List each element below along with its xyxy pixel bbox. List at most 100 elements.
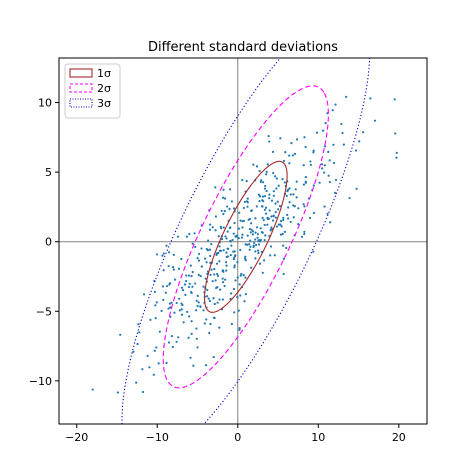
- scatter-point: [302, 164, 305, 167]
- scatter-point: [180, 257, 183, 261]
- scatter-point: [369, 97, 372, 100]
- scatter-point: [303, 230, 306, 233]
- scatter-point: [236, 296, 239, 299]
- scatter-point: [220, 209, 223, 213]
- scatter-point: [185, 279, 188, 283]
- scatter-point: [276, 208, 280, 211]
- scatter-point: [312, 149, 315, 152]
- scatter-point: [321, 167, 324, 170]
- scatter-point: [253, 241, 256, 244]
- scatter-point: [248, 217, 251, 221]
- scatter-point: [230, 292, 233, 295]
- x-tick-label: 20: [392, 431, 406, 444]
- scatter-point: [164, 291, 167, 294]
- scatter-point: [312, 184, 315, 187]
- scatter-point: [255, 165, 259, 168]
- scatter-point: [237, 309, 240, 312]
- scatter-point: [289, 193, 292, 196]
- scatter-point: [264, 212, 268, 215]
- scatter-point: [233, 254, 237, 258]
- scatter-point: [237, 237, 240, 240]
- scatter-point: [257, 193, 261, 196]
- scatter-point: [167, 307, 170, 310]
- scatter-point: [210, 268, 213, 271]
- scatter-point: [264, 206, 268, 209]
- scatter-point: [196, 304, 199, 308]
- scatter-point: [281, 232, 284, 236]
- axes-frame: [58, 57, 428, 425]
- scatter-point: [334, 103, 337, 106]
- scatter-point: [228, 207, 231, 210]
- scatter-point: [224, 278, 227, 281]
- scatter-point: [181, 303, 184, 307]
- scatter-point: [239, 274, 242, 277]
- scatter-point: [196, 294, 199, 297]
- scatter-point: [255, 243, 258, 247]
- scatter-point: [263, 223, 266, 227]
- legend-swatch-3-sigma: [69, 98, 93, 108]
- scatter-point: [200, 265, 204, 268]
- scatter-point: [252, 163, 255, 166]
- scatter-point: [232, 257, 235, 261]
- scatter-point: [184, 293, 187, 296]
- scatter-point: [242, 206, 245, 210]
- scatter-point: [152, 373, 155, 376]
- scatter-point: [233, 266, 236, 269]
- legend-label-2-sigma: 2σ: [97, 82, 111, 95]
- scatter-point: [191, 285, 194, 288]
- scatter-point: [236, 276, 239, 279]
- scatter-point: [266, 163, 269, 166]
- scatter-point: [265, 170, 268, 173]
- scatter-point: [312, 250, 315, 253]
- scatter-point: [239, 219, 242, 222]
- scatter-point: [277, 184, 280, 187]
- scatter-point: [345, 95, 348, 98]
- scatter-point: [287, 217, 290, 220]
- scatter-point: [234, 279, 237, 282]
- scatter-point: [205, 261, 208, 264]
- scatter-point: [262, 200, 265, 203]
- scatter-point: [285, 246, 288, 250]
- scatter-point: [142, 293, 146, 296]
- scatter-point: [332, 143, 335, 146]
- scatter-point: [279, 223, 282, 226]
- scatter-point: [141, 368, 144, 371]
- scatter-point: [259, 238, 263, 242]
- scatter-point: [243, 200, 246, 204]
- legend-swatch-1-sigma: [69, 68, 93, 78]
- scatter-point: [195, 309, 198, 312]
- scatter-point: [275, 225, 278, 228]
- scatter-point: [205, 248, 208, 251]
- legend-label-1-sigma: 1σ: [97, 67, 111, 80]
- scatter-point: [186, 310, 189, 313]
- scatter-point: [323, 205, 326, 208]
- scatter-point: [189, 290, 193, 294]
- scatter-point: [160, 309, 163, 312]
- scatter-point: [273, 175, 277, 178]
- scatter-point: [302, 183, 306, 186]
- scatter-point: [263, 195, 267, 198]
- scatter-point: [194, 282, 197, 285]
- scatter-point: [282, 159, 286, 163]
- scatter-point: [283, 181, 286, 184]
- scatter-point: [209, 322, 212, 326]
- scatter-point: [116, 391, 120, 394]
- scatter-point: [323, 164, 326, 167]
- scatter-point: [282, 216, 285, 219]
- scatter-point: [227, 247, 230, 250]
- scatter-point: [246, 205, 249, 208]
- scatter-point: [312, 211, 316, 214]
- scatter-point: [208, 228, 212, 231]
- scatter-point: [204, 257, 207, 260]
- plot-frame: [58, 57, 428, 425]
- scatter-point: [285, 194, 288, 197]
- scatter-point: [259, 227, 262, 230]
- scatter-point: [153, 290, 156, 293]
- scatter-point: [321, 129, 325, 132]
- scatter-point: [167, 264, 170, 268]
- scatter-point: [251, 230, 255, 233]
- scatter-point: [277, 223, 280, 226]
- scatter-point: [265, 189, 268, 193]
- scatter-point: [238, 283, 241, 286]
- scatter-point: [258, 169, 261, 173]
